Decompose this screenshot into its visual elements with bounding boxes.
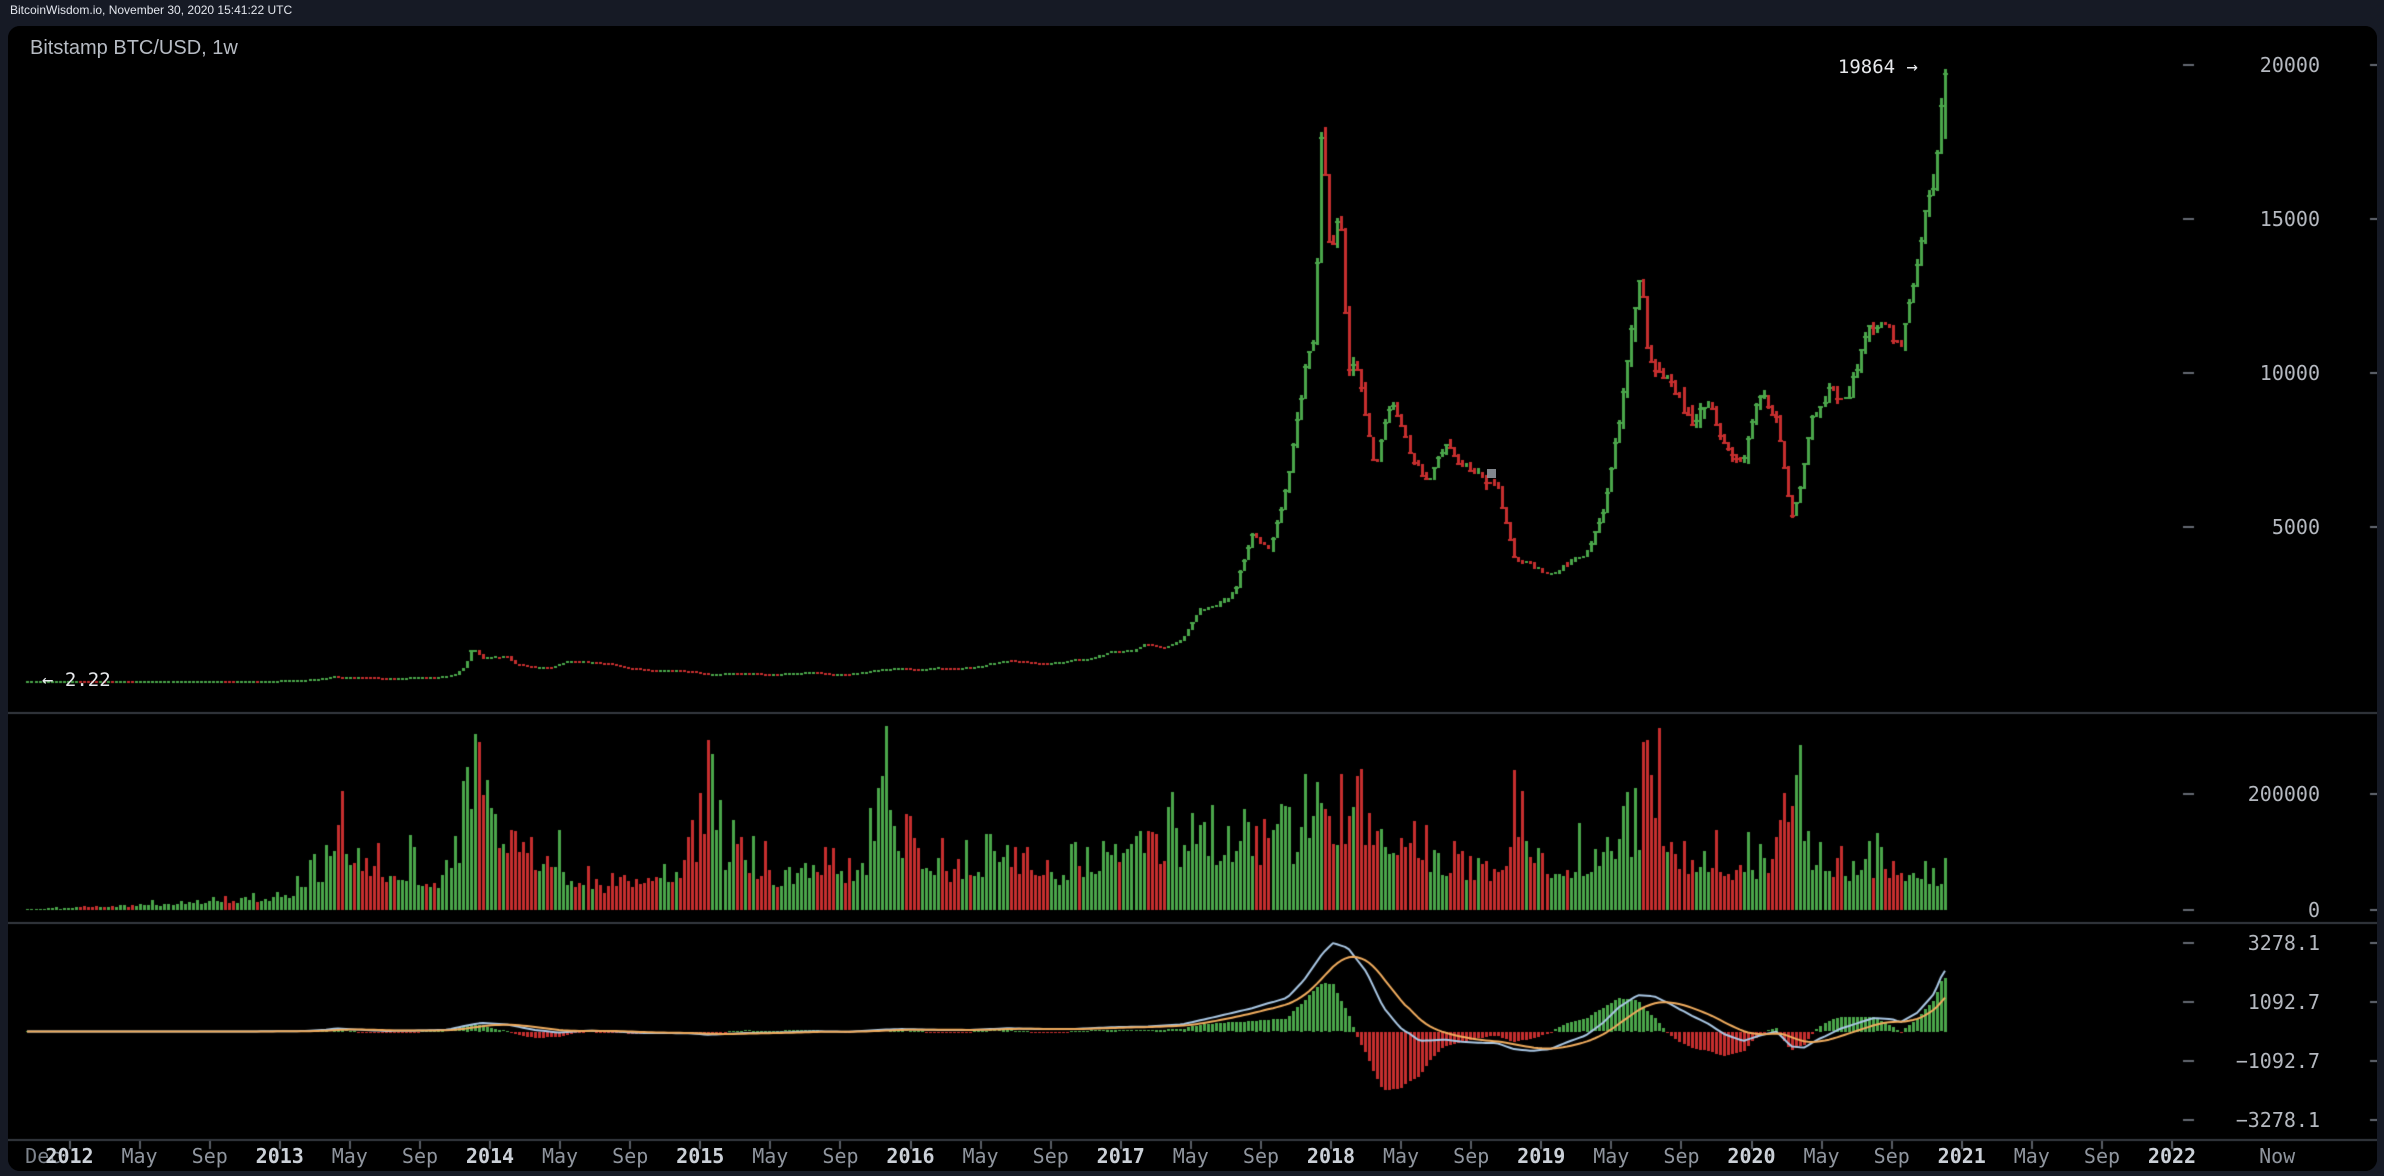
time-tick-label-Sep-2017.667: Sep	[1242, 1144, 1280, 1168]
chart-title: Bitstamp BTC/USD, 1w	[30, 37, 238, 59]
time-tick-label-2020-2020: 2020	[1727, 1144, 1776, 1168]
time-tick-label-Sep-2019.667: Sep	[1663, 1144, 1700, 1168]
indicator-tick-label-3278.1: 3278.1	[2247, 930, 2320, 955]
time-tick-label-May-2014.333: May	[541, 1144, 579, 1168]
time-tick-label-Sep-2020.667: Sep	[1873, 1144, 1910, 1168]
time-tick-label-2012-2012: 2012	[45, 1144, 94, 1168]
time-tick-label-Sep-2016.667: Sep	[1032, 1144, 1069, 1168]
time-tick-label-May-2021.333: May	[2013, 1144, 2050, 1168]
price-tick-label-10000: 10000	[2259, 361, 2320, 385]
time-tick-label-May-2012.333: May	[121, 1144, 158, 1168]
time-tick-label-Sep-2013.667: Sep	[401, 1144, 439, 1168]
time-tick-label-2014-2014: 2014	[465, 1144, 515, 1168]
time-tick-label-Sep-2015.667: Sep	[822, 1144, 859, 1168]
time-tick-label-2022-2022: 2022	[2147, 1144, 2197, 1168]
status-bar-text: BitcoinWisdom.io, November 30, 2020 15:4…	[10, 3, 293, 17]
time-tick-label-Sep-2018.667: Sep	[1453, 1144, 1490, 1168]
time-tick-label-2015-2015: 2015	[676, 1144, 725, 1168]
time-tick-label-2017-2017: 2017	[1096, 1144, 1145, 1168]
price-tick-label-15000: 15000	[2259, 207, 2320, 231]
latest-price-annotation: 19864 →	[1837, 56, 1918, 78]
price-tick-label-20000: 20000	[2259, 53, 2320, 77]
chart-panel: Bitstamp BTC/USD, 1w 19864 → ← 2.22 2000…	[8, 26, 2377, 1171]
time-tick-label-May-2019.333: May	[1593, 1144, 1630, 1168]
time-tick-label-2019-2019: 2019	[1517, 1144, 1566, 1168]
top-status-bar: BitcoinWisdom.io, November 30, 2020 15:4…	[0, 0, 2384, 22]
price-tick-label-5000: 5000	[2271, 515, 2320, 539]
indicator-tick-label-1092.7: 1092.7	[2247, 989, 2320, 1014]
time-tick-label-May-2017.333: May	[1172, 1144, 1209, 1168]
time-tick-label-Sep-2012.667: Sep	[191, 1144, 228, 1168]
time-tick-label-May-2016.333: May	[962, 1144, 999, 1168]
time-tick-label-Sep-2014.667: Sep	[612, 1144, 649, 1168]
time-tick-label-Dec-2011.875: Dec	[25, 1144, 62, 1168]
time-tick-label-Now-2022.5: Now	[2259, 1144, 2296, 1168]
time-tick-label-2013-2013: 2013	[255, 1144, 304, 1168]
marker-dot	[1487, 469, 1496, 478]
time-tick-label-Sep-2021.667: Sep	[2083, 1144, 2121, 1168]
time-tick-label-2016-2016: 2016	[886, 1144, 935, 1168]
time-tick-label-2018-2018: 2018	[1306, 1144, 1356, 1168]
time-tick-label-May-2018.333: May	[1382, 1144, 1420, 1168]
time-tick-label-May-2020.333: May	[1803, 1144, 1840, 1168]
indicator-tick-label-−3278.1: −3278.1	[2235, 1108, 2320, 1132]
time-tick-label-2021-2021: 2021	[1937, 1144, 1986, 1168]
volume-tick-label-0: 0	[2307, 898, 2320, 922]
time-tick-label-May-2013.333: May	[331, 1144, 368, 1168]
time-tick-label-May-2015.333: May	[752, 1144, 789, 1168]
first-price-annotation: ← 2.22	[42, 669, 111, 691]
price-volume-macd-canvas[interactable]	[8, 26, 2377, 1171]
volume-tick-label-200000: 200000	[2247, 782, 2320, 806]
indicator-tick-label-−1092.7: −1092.7	[2235, 1049, 2320, 1073]
